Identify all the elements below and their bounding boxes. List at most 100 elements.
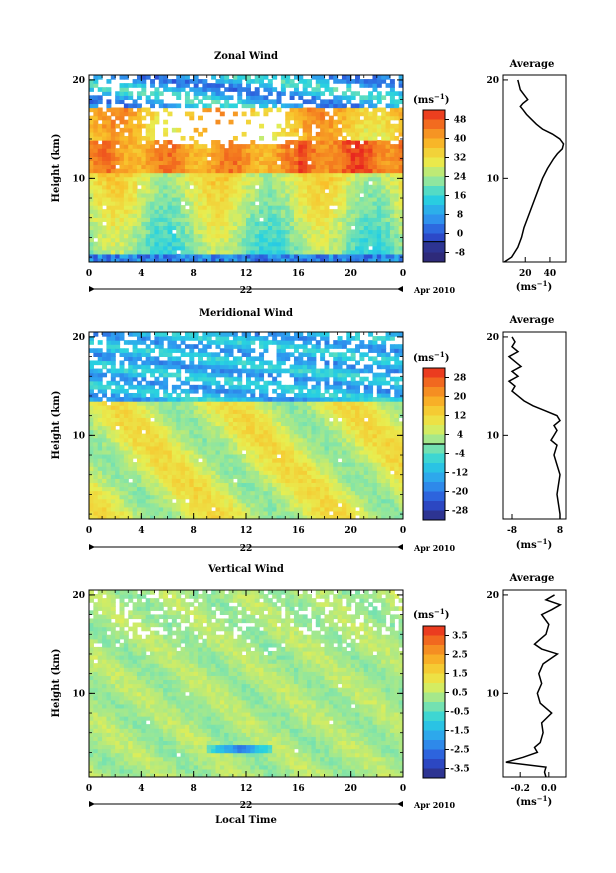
heatmap-cell [315, 152, 321, 157]
heatmap-cell [141, 205, 147, 210]
heatmap-cell [368, 127, 374, 133]
heatmap-cell [215, 458, 221, 463]
heatmap-cell [215, 332, 221, 337]
heatmap-cell [198, 437, 203, 443]
heatmap-cell [158, 437, 164, 443]
heatmap-cell [359, 164, 365, 170]
heatmap-cell [293, 368, 299, 374]
heatmap-cell [289, 510, 295, 516]
heatmap-cell [333, 209, 339, 214]
heatmap-cell [193, 470, 199, 475]
heatmap-cell [150, 506, 156, 512]
heatmap-cell [224, 458, 230, 463]
heatmap-cell [219, 372, 225, 378]
heatmap-cell [215, 245, 221, 251]
heatmap-cell [97, 388, 103, 394]
heatmap-cell [145, 409, 151, 414]
heatmap-cell [359, 217, 365, 222]
heatmap-cell [285, 356, 291, 362]
heatmap-cell [119, 221, 125, 227]
heatmap-cell [250, 372, 256, 378]
heatmap-cell [163, 397, 169, 402]
heatmap-cell [193, 437, 199, 443]
heatmap-cell [232, 413, 238, 418]
heatmap-cell [224, 213, 230, 218]
heatmap-cell [333, 168, 339, 174]
heatmap-cell [202, 482, 208, 488]
heatmap-cell [311, 144, 317, 149]
heatmap-cell [250, 401, 256, 406]
heatmap-cell [320, 148, 326, 153]
heatmap-cell [180, 241, 186, 247]
heatmap-cell [110, 111, 116, 117]
heatmap-cell [176, 425, 182, 431]
heatmap-cell [363, 209, 369, 214]
heatmap-cell [237, 225, 243, 231]
heatmap-cell [333, 172, 339, 178]
heatmap-cell [141, 144, 147, 149]
heatmap-cell [355, 103, 360, 109]
heatmap-cell [315, 160, 321, 166]
heatmap-cell [241, 209, 247, 214]
heatmap-cell [307, 152, 313, 157]
heatmap-cell [246, 462, 251, 467]
heatmap-cell [267, 462, 273, 467]
heatmap-cell [123, 458, 129, 463]
heatmap-cell [97, 148, 103, 153]
heatmap-cell [198, 164, 203, 170]
heatmap-cell [302, 433, 308, 439]
heatmap-cell [123, 135, 129, 141]
heatmap-cell [394, 217, 400, 222]
heatmap-cell [285, 449, 291, 455]
heatmap-cell [250, 453, 256, 459]
heatmap-cell [224, 388, 230, 394]
heatmap-cell [176, 401, 182, 406]
heatmap-cell [106, 441, 112, 447]
heatmap-cell [180, 397, 186, 402]
heatmap-cell [368, 241, 374, 247]
heatmap-cell [123, 413, 129, 418]
heatmap-cell [141, 486, 147, 492]
heatmap-cell [298, 237, 304, 243]
heatmap-cell [193, 221, 199, 227]
x-tick-label: 8 [191, 269, 197, 279]
heatmap-cell [180, 405, 186, 410]
heatmap-cell [136, 168, 142, 174]
heatmap-cell [276, 352, 282, 357]
heatmap-cell [302, 221, 308, 227]
heatmap-cell [211, 160, 217, 166]
heatmap-cell [298, 135, 304, 141]
heatmap-cell [93, 75, 99, 80]
heatmap-cell [272, 176, 278, 182]
heatmap-cell [219, 205, 225, 210]
heatmap-cell [132, 229, 138, 235]
heatmap-cell [359, 253, 365, 259]
heatmap-cell [285, 103, 291, 109]
heatmap-cell [228, 397, 234, 402]
heatmap-cell [145, 470, 151, 475]
heatmap-cell [263, 148, 269, 153]
heatmap-cell [110, 486, 116, 492]
heatmap-cell [128, 401, 134, 406]
heatmap-cell [206, 437, 212, 443]
heatmap-cell [324, 180, 330, 186]
heatmap-cell [381, 213, 387, 218]
heatmap-cell [372, 160, 378, 166]
heatmap-cell [246, 433, 251, 439]
heatmap-cell [123, 453, 129, 459]
heatmap-cell [136, 196, 142, 202]
heatmap-cell [302, 107, 308, 113]
heatmap-cell [128, 196, 134, 202]
heatmap-cell [145, 478, 151, 484]
heatmap-cell [215, 172, 221, 178]
heatmap-cell [398, 213, 403, 218]
heatmap-cell [132, 364, 138, 370]
heatmap-cell [280, 409, 286, 414]
heatmap-cell [302, 245, 308, 251]
heatmap-cell [267, 458, 273, 463]
heatmap-cell [198, 486, 203, 492]
heatmap-cell [337, 213, 343, 218]
heatmap-cell [184, 462, 190, 467]
x-tick-label: 12 [240, 269, 253, 279]
heatmap-cell [385, 156, 391, 161]
